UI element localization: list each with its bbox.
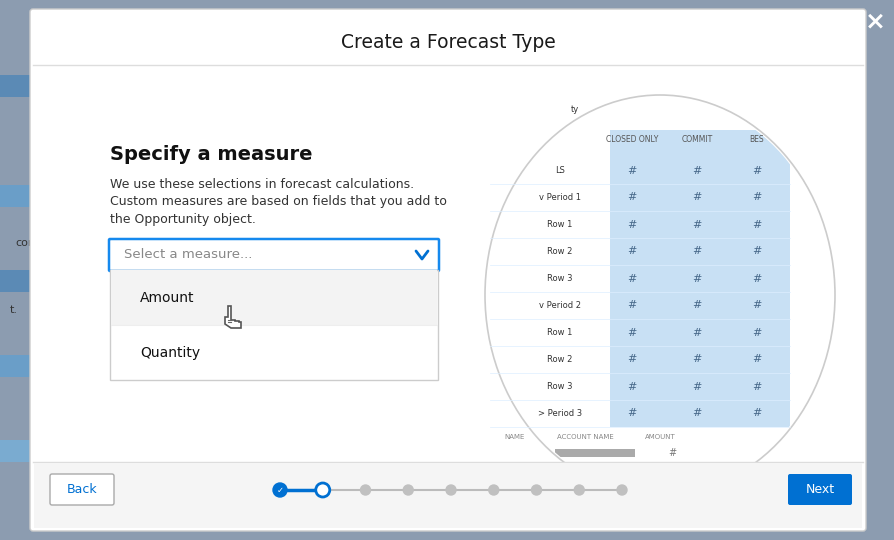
- Text: #: #: [627, 327, 636, 338]
- Text: the Opportunity object.: the Opportunity object.: [110, 213, 256, 226]
- Text: NAME: NAME: [504, 434, 525, 440]
- Text: #: #: [692, 300, 701, 310]
- Text: #: #: [752, 165, 761, 176]
- Text: Row 2: Row 2: [547, 355, 572, 364]
- Text: Custom measures are based on fields that you add to: Custom measures are based on fields that…: [110, 195, 446, 208]
- Text: #: #: [752, 219, 761, 230]
- Text: #: #: [692, 408, 701, 418]
- Text: #: #: [667, 448, 675, 458]
- Text: v Period 1: v Period 1: [538, 193, 580, 202]
- Text: #: #: [627, 192, 636, 202]
- Text: Create a Forecast Type: Create a Forecast Type: [341, 32, 555, 51]
- Text: LS: LS: [554, 166, 564, 175]
- Text: #: #: [752, 273, 761, 284]
- Ellipse shape: [485, 95, 834, 495]
- FancyBboxPatch shape: [109, 239, 439, 271]
- Text: #: #: [692, 273, 701, 284]
- Text: #: #: [692, 246, 701, 256]
- Circle shape: [616, 485, 627, 495]
- Text: ty: ty: [570, 105, 578, 114]
- Circle shape: [360, 485, 370, 495]
- Text: Quantity: Quantity: [139, 346, 200, 360]
- Text: BES: BES: [749, 136, 763, 145]
- Text: ×: ×: [864, 10, 884, 34]
- Text: #: #: [627, 219, 636, 230]
- Text: #: #: [627, 165, 636, 176]
- Text: Row 3: Row 3: [546, 274, 572, 283]
- Text: #: #: [692, 219, 701, 230]
- Text: #: #: [692, 192, 701, 202]
- Text: Select a measure...: Select a measure...: [124, 248, 252, 261]
- Text: #: #: [692, 354, 701, 364]
- Text: Row 1: Row 1: [547, 328, 572, 337]
- Text: #: #: [752, 408, 761, 418]
- Circle shape: [488, 485, 498, 495]
- Text: Row 2: Row 2: [547, 247, 572, 256]
- Text: #: #: [627, 246, 636, 256]
- Text: t.: t.: [10, 305, 18, 315]
- Bar: [554, 449, 634, 457]
- Text: #: #: [752, 192, 761, 202]
- Bar: [34, 463, 861, 528]
- Bar: [610, 130, 789, 427]
- Bar: [111, 270, 436, 325]
- Text: #: #: [752, 300, 761, 310]
- Text: #: #: [692, 165, 701, 176]
- Text: v Period 2: v Period 2: [538, 301, 580, 310]
- Text: #: #: [752, 381, 761, 391]
- Bar: [0, 440, 35, 462]
- Text: cont: cont: [15, 238, 39, 248]
- Text: CLOSED ONLY: CLOSED ONLY: [605, 136, 657, 145]
- Circle shape: [574, 485, 584, 495]
- FancyBboxPatch shape: [30, 9, 865, 531]
- Bar: [0, 355, 35, 377]
- Text: ACCOUNT NAME: ACCOUNT NAME: [556, 434, 612, 440]
- Circle shape: [445, 485, 455, 495]
- FancyBboxPatch shape: [50, 474, 114, 505]
- Text: > Period 3: > Period 3: [537, 409, 581, 418]
- FancyBboxPatch shape: [110, 270, 437, 380]
- FancyBboxPatch shape: [787, 474, 851, 505]
- Text: ✓: ✓: [276, 486, 283, 495]
- Bar: [0, 185, 35, 207]
- Text: Row 1: Row 1: [547, 220, 572, 229]
- Text: Back: Back: [67, 483, 97, 496]
- Text: #: #: [627, 273, 636, 284]
- Text: #: #: [627, 354, 636, 364]
- Text: Amount: Amount: [139, 291, 194, 305]
- Text: #: #: [692, 381, 701, 391]
- Circle shape: [403, 485, 413, 495]
- Text: #: #: [752, 327, 761, 338]
- Text: #: #: [752, 246, 761, 256]
- Text: COMMIT: COMMIT: [680, 136, 712, 145]
- Text: #: #: [752, 354, 761, 364]
- Text: Specify a measure: Specify a measure: [110, 145, 312, 165]
- Circle shape: [316, 483, 329, 497]
- Text: Next: Next: [805, 483, 833, 496]
- Circle shape: [273, 483, 287, 497]
- Text: #: #: [627, 408, 636, 418]
- Text: #: #: [627, 300, 636, 310]
- Bar: [0, 270, 35, 292]
- Polygon shape: [224, 306, 240, 328]
- Text: We use these selections in forecast calculations.: We use these selections in forecast calc…: [110, 179, 414, 192]
- Text: #: #: [692, 327, 701, 338]
- Text: Row 3: Row 3: [546, 382, 572, 391]
- Text: #: #: [627, 381, 636, 391]
- Bar: [0, 75, 35, 97]
- Circle shape: [531, 485, 541, 495]
- Text: AMOUNT: AMOUNT: [644, 434, 675, 440]
